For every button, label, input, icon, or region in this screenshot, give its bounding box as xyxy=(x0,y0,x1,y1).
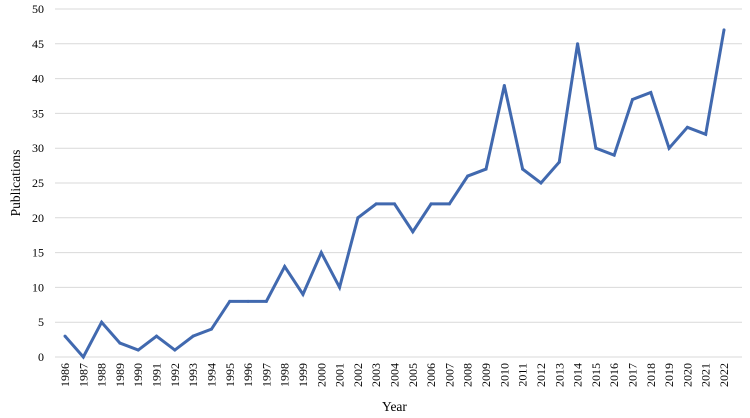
data-point xyxy=(356,216,360,220)
y-tick-label: 10 xyxy=(32,280,44,294)
x-tick-label: 2002 xyxy=(351,363,365,387)
x-tick-label: 1993 xyxy=(186,363,200,387)
y-tick-label: 30 xyxy=(32,141,44,155)
x-tick-label: 2019 xyxy=(662,363,676,387)
x-tick-label: 1997 xyxy=(259,363,273,387)
data-point xyxy=(264,299,268,303)
x-tick-label: 2013 xyxy=(552,363,566,387)
x-tick-label: 2006 xyxy=(424,363,438,387)
data-point xyxy=(447,202,451,206)
data-point xyxy=(283,265,287,269)
x-tick-label: 2011 xyxy=(516,363,530,387)
data-point xyxy=(228,299,232,303)
y-tick-label: 50 xyxy=(32,2,44,16)
x-tick-label: 2017 xyxy=(625,363,639,387)
x-axis-title: Year xyxy=(382,399,407,414)
series-group xyxy=(63,28,726,360)
y-tick-label: 40 xyxy=(32,72,44,86)
x-tick-label: 2021 xyxy=(699,363,713,387)
data-point xyxy=(630,97,634,101)
x-tick-label: 2004 xyxy=(388,363,402,387)
data-point xyxy=(374,202,378,206)
x-tick-label: 2007 xyxy=(442,363,456,387)
data-point xyxy=(155,334,159,338)
x-tick-label: 2014 xyxy=(571,363,585,387)
data-point xyxy=(685,125,689,129)
data-point xyxy=(411,230,415,234)
data-point xyxy=(576,42,580,46)
x-tick-label: 2008 xyxy=(461,363,475,387)
data-point xyxy=(429,202,433,206)
x-tick-label: 2005 xyxy=(406,363,420,387)
x-tick-label: 1986 xyxy=(58,363,72,387)
x-tick-label: 1992 xyxy=(168,363,182,387)
x-tick-label: 2016 xyxy=(607,363,621,387)
x-tick-label: 2001 xyxy=(333,363,347,387)
data-point xyxy=(704,132,708,136)
data-point xyxy=(136,348,140,352)
x-tick-label: 2000 xyxy=(314,363,328,387)
data-point xyxy=(484,167,488,171)
x-tick-label: 2009 xyxy=(479,363,493,387)
data-point xyxy=(209,327,213,331)
data-point xyxy=(539,181,543,185)
data-point xyxy=(173,348,177,352)
x-tick-label: 2022 xyxy=(717,363,731,387)
data-point xyxy=(722,28,726,32)
x-tick-label: 1991 xyxy=(150,363,164,387)
y-tick-label: 5 xyxy=(38,315,44,329)
x-tick-label: 1990 xyxy=(131,363,145,387)
y-tick-label: 20 xyxy=(32,211,44,225)
data-point xyxy=(319,251,323,255)
data-point xyxy=(502,84,506,88)
x-tick-label: 1989 xyxy=(113,363,127,387)
data-point xyxy=(594,146,598,150)
data-point xyxy=(118,341,122,345)
x-tick-label: 2020 xyxy=(680,363,694,387)
x-tick-label: 1988 xyxy=(95,363,109,387)
data-point xyxy=(667,146,671,150)
data-point xyxy=(557,160,561,164)
y-tick-label: 35 xyxy=(32,106,44,120)
x-tick-label: 2010 xyxy=(497,363,511,387)
x-axis-tick-labels: 1986 1987 1988 1989 1990 1991 1992 1993 1994 1995… xyxy=(58,363,731,387)
y-axis-title: Publications xyxy=(8,150,23,217)
data-point xyxy=(521,167,525,171)
y-axis-tick-labels: 0 5 10 15 20 25 30 35 40 45 50 xyxy=(32,2,44,364)
x-tick-label: 1987 xyxy=(76,363,90,387)
x-tick-label: 1994 xyxy=(204,363,218,387)
y-tick-label: 45 xyxy=(32,37,44,51)
data-point xyxy=(63,334,67,338)
x-tick-label: 2012 xyxy=(534,363,548,387)
x-tick-label: 2018 xyxy=(644,363,658,387)
x-tick-label: 2003 xyxy=(369,363,383,387)
data-point xyxy=(301,292,305,296)
data-point xyxy=(191,334,195,338)
data-point xyxy=(393,202,396,206)
x-tick-label: 1996 xyxy=(241,363,255,387)
x-tick-label: 2015 xyxy=(589,363,603,387)
data-point xyxy=(81,355,85,359)
data-point xyxy=(612,153,616,157)
x-tick-label: 1998 xyxy=(278,363,292,387)
x-tick-label: 1995 xyxy=(223,363,237,387)
y-tick-label: 25 xyxy=(32,176,44,190)
data-point xyxy=(649,91,653,95)
y-tick-label: 0 xyxy=(38,350,44,364)
x-tick-label: 1999 xyxy=(296,363,310,387)
data-point xyxy=(100,320,104,324)
data-point xyxy=(466,174,470,178)
data-point xyxy=(338,285,342,289)
data-point xyxy=(246,299,250,303)
y-tick-label: 15 xyxy=(32,246,44,260)
gridlines xyxy=(55,8,742,323)
